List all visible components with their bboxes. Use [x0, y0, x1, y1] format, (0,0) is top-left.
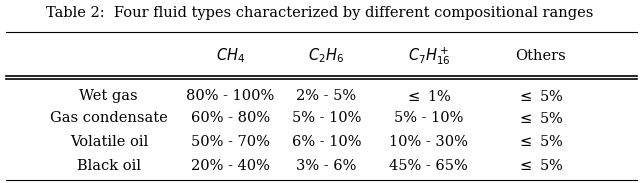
Text: 50% - 70%: 50% - 70%	[191, 135, 270, 149]
Text: 20% - 40%: 20% - 40%	[191, 159, 270, 173]
Text: $\leq$ 1%: $\leq$ 1%	[405, 89, 452, 104]
Text: 5% - 10%: 5% - 10%	[292, 111, 361, 125]
Text: Others: Others	[515, 49, 566, 63]
Text: $C_2H_6$: $C_2H_6$	[308, 46, 344, 65]
Text: 3% - 6%: 3% - 6%	[296, 159, 356, 173]
Text: Wet gas: Wet gas	[79, 89, 138, 103]
Text: 2% - 5%: 2% - 5%	[296, 89, 356, 103]
Text: 6% - 10%: 6% - 10%	[292, 135, 361, 149]
Text: Gas condensate: Gas condensate	[50, 111, 168, 125]
Text: $\leq$ 5%: $\leq$ 5%	[517, 158, 564, 173]
Text: Black oil: Black oil	[77, 159, 141, 173]
Text: Table 2:  Four fluid types characterized by different compositional ranges: Table 2: Four fluid types characterized …	[46, 6, 594, 20]
Text: Volatile oil: Volatile oil	[70, 135, 148, 149]
Text: 10% - 30%: 10% - 30%	[389, 135, 468, 149]
Text: 45% - 65%: 45% - 65%	[389, 159, 468, 173]
Text: 60% - 80%: 60% - 80%	[191, 111, 270, 125]
Text: $\leq$ 5%: $\leq$ 5%	[517, 134, 564, 149]
Text: 5% - 10%: 5% - 10%	[394, 111, 463, 125]
Text: $C_7H_{16}^+$: $C_7H_{16}^+$	[408, 45, 450, 67]
Text: 80% - 100%: 80% - 100%	[186, 89, 275, 103]
Text: $\leq$ 5%: $\leq$ 5%	[517, 111, 564, 126]
Text: $CH_4$: $CH_4$	[216, 46, 245, 65]
Text: $\leq$ 5%: $\leq$ 5%	[517, 89, 564, 104]
